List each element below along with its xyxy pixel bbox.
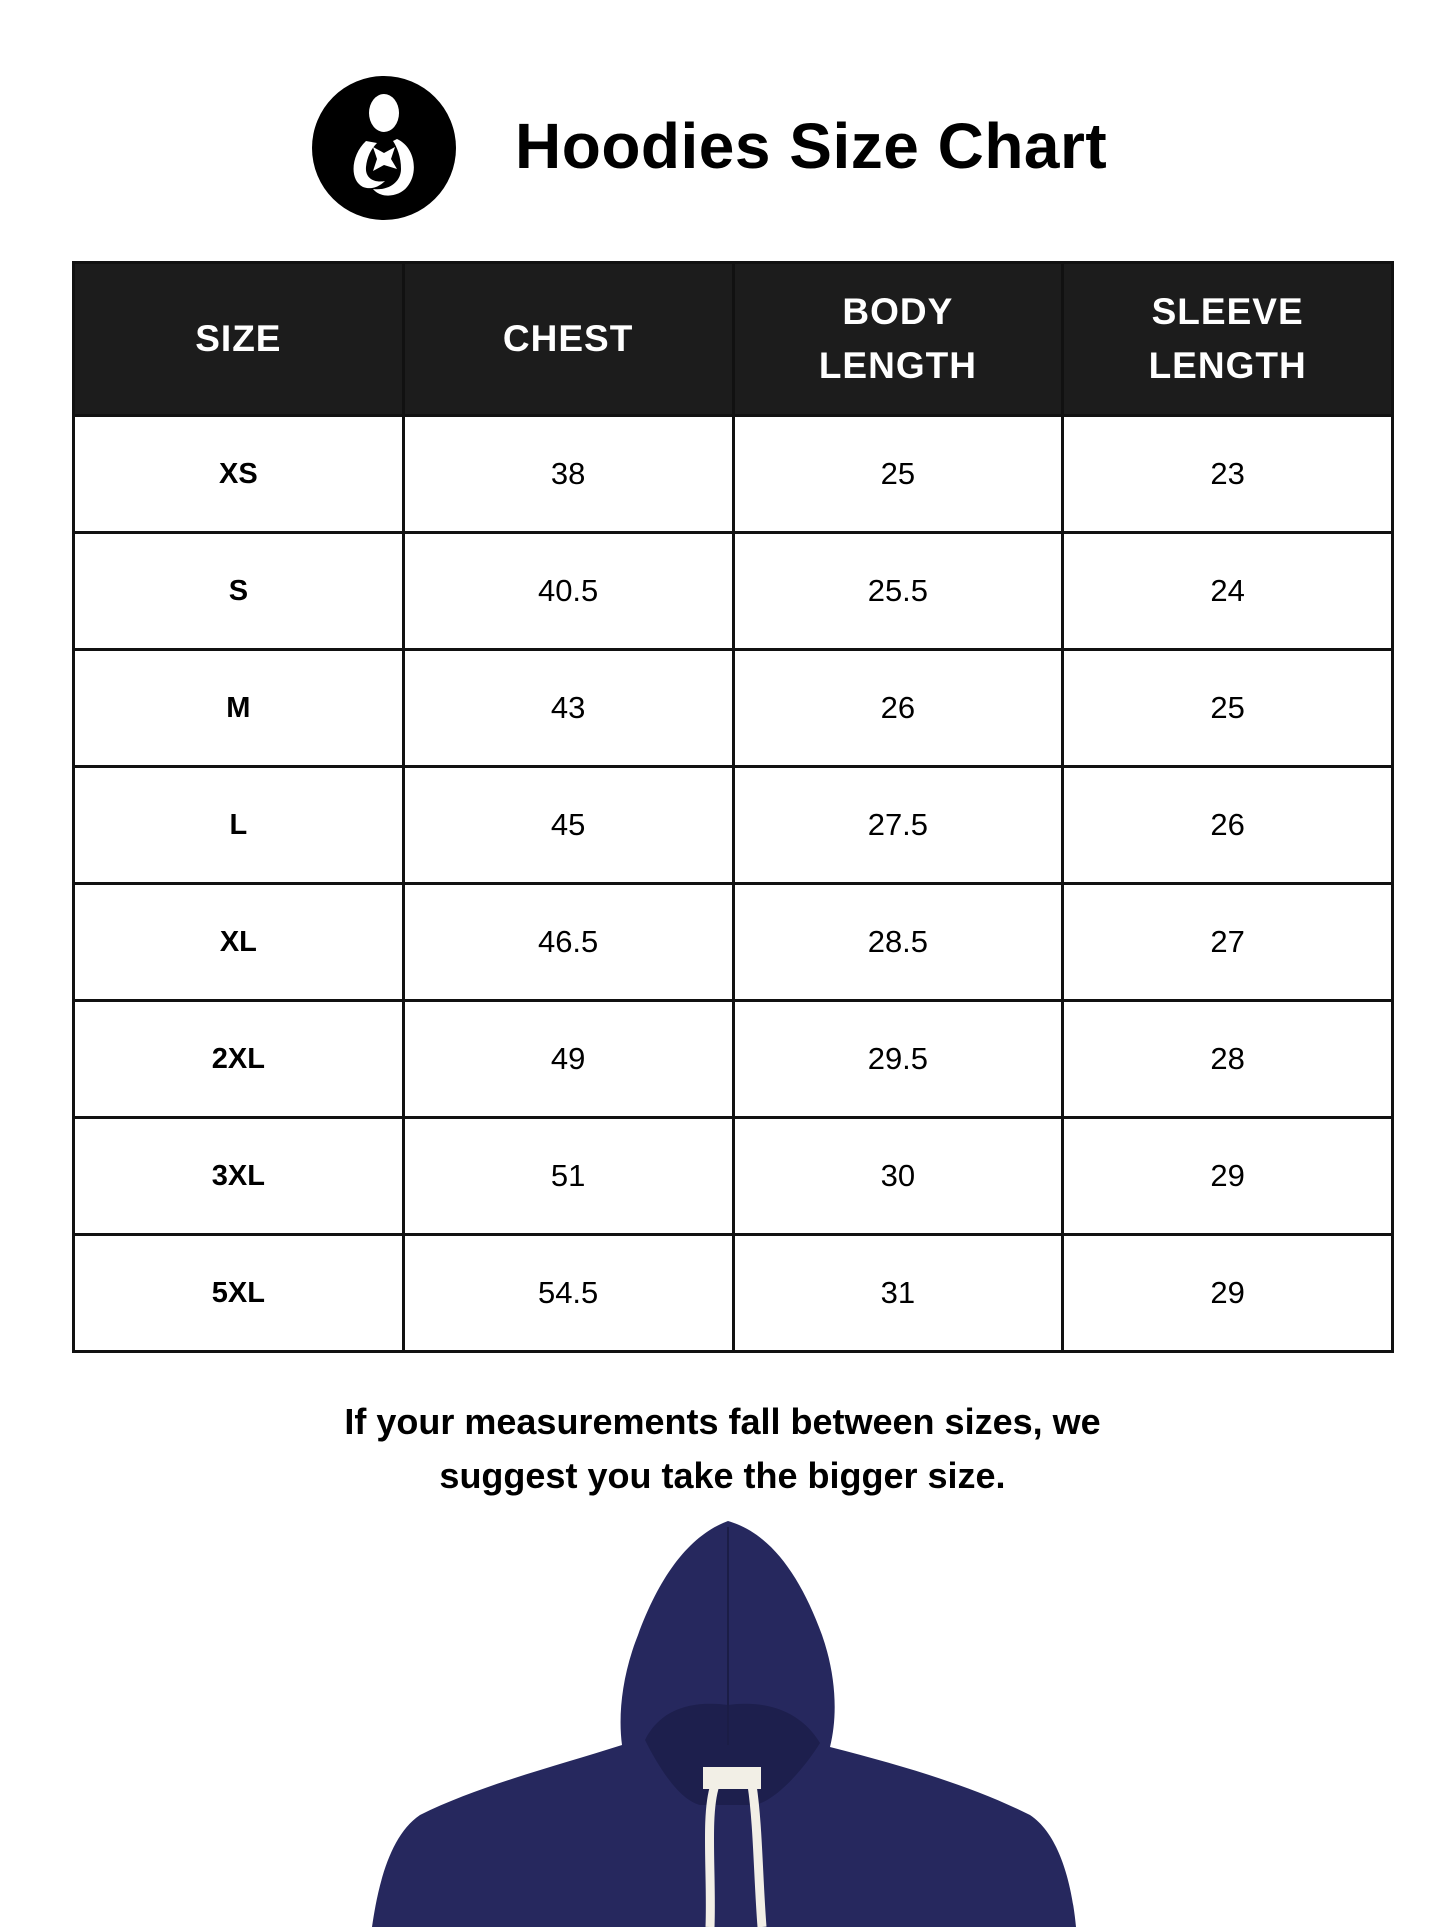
cell-body-length: 26 xyxy=(731,648,1065,768)
cell-body-length: 25.5 xyxy=(731,531,1065,651)
cell-body-length: 31 xyxy=(731,1233,1065,1353)
cell-size: XL xyxy=(72,882,405,1002)
cell-sleeve-length: 28 xyxy=(1061,999,1394,1119)
column-header-chest: CHEST xyxy=(401,261,735,417)
cell-size: L xyxy=(72,765,405,885)
cell-sleeve-length: 23 xyxy=(1061,414,1394,534)
cell-chest: 49 xyxy=(401,999,735,1119)
cell-sleeve-length: 27 xyxy=(1061,882,1394,1002)
cell-size: M xyxy=(72,648,405,768)
cell-size: 5XL xyxy=(72,1233,405,1353)
cell-chest: 54.5 xyxy=(401,1233,735,1353)
cell-size: 3XL xyxy=(72,1116,405,1236)
column-header-sleeve-length: SLEEVE LENGTH xyxy=(1061,261,1394,417)
cell-chest: 40.5 xyxy=(401,531,735,651)
cell-sleeve-length: 29 xyxy=(1061,1116,1394,1236)
table-row: 3XL 51 30 29 xyxy=(72,1116,1394,1236)
size-chart-table: SIZE CHEST BODY LENGTH SLEEVE LENGTH XS 3… xyxy=(72,261,1394,1353)
sizing-note: If your measurements fall between sizes,… xyxy=(0,1395,1445,1503)
page-title: Hoodies Size Chart xyxy=(515,110,1108,182)
table-row: XS 38 25 23 xyxy=(72,414,1394,534)
sizing-note-line-2: suggest you take the bigger size. xyxy=(439,1455,1006,1496)
cell-size: XS xyxy=(72,414,405,534)
cell-chest: 45 xyxy=(401,765,735,885)
table-header-row: SIZE CHEST BODY LENGTH SLEEVE LENGTH xyxy=(72,261,1394,417)
cell-sleeve-length: 29 xyxy=(1061,1233,1394,1353)
cell-body-length: 29.5 xyxy=(731,999,1065,1119)
column-header-body-length: BODY LENGTH xyxy=(731,261,1065,417)
cell-sleeve-length: 24 xyxy=(1061,531,1394,651)
table-row: 2XL 49 29.5 28 xyxy=(72,999,1394,1119)
cell-chest: 38 xyxy=(401,414,735,534)
cell-body-length: 27.5 xyxy=(731,765,1065,885)
table-row: XL 46.5 28.5 27 xyxy=(72,882,1394,1002)
cell-size: S xyxy=(72,531,405,651)
cell-body-length: 25 xyxy=(731,414,1065,534)
table-row: M 43 26 25 xyxy=(72,648,1394,768)
cell-sleeve-length: 25 xyxy=(1061,648,1394,768)
cell-body-length: 30 xyxy=(731,1116,1065,1236)
mother-and-child-logo-icon xyxy=(312,76,456,220)
cell-chest: 46.5 xyxy=(401,882,735,1002)
cell-size: 2XL xyxy=(72,999,405,1119)
sizing-note-line-1: If your measurements fall between sizes,… xyxy=(344,1401,1101,1442)
cell-chest: 43 xyxy=(401,648,735,768)
table-row: S 40.5 25.5 24 xyxy=(72,531,1394,651)
cell-chest: 51 xyxy=(401,1116,735,1236)
hoodie-image xyxy=(372,1521,1076,1927)
column-header-size: SIZE xyxy=(72,261,405,417)
table-row: L 45 27.5 26 xyxy=(72,765,1394,885)
table-row: 5XL 54.5 31 29 xyxy=(72,1233,1394,1353)
cell-body-length: 28.5 xyxy=(731,882,1065,1002)
cell-sleeve-length: 26 xyxy=(1061,765,1394,885)
